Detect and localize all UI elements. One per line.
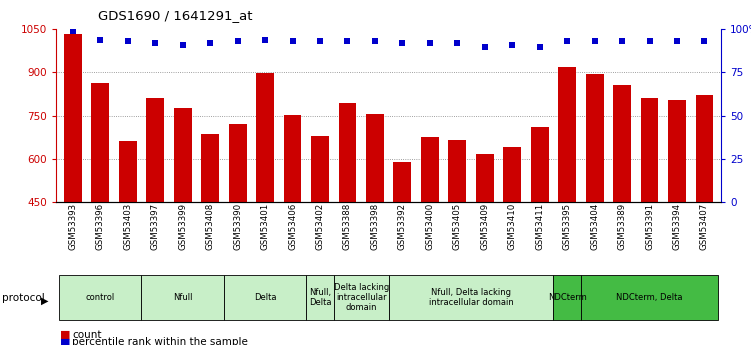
Text: GSM53407: GSM53407 <box>700 203 709 250</box>
Point <box>671 39 683 44</box>
Point <box>342 39 354 44</box>
Bar <box>333 275 388 320</box>
Bar <box>92 82 109 331</box>
Point <box>589 39 601 44</box>
Point <box>698 39 710 44</box>
Bar <box>339 103 357 331</box>
Text: GSM53409: GSM53409 <box>481 203 489 250</box>
Point <box>176 42 189 48</box>
Point <box>506 42 518 48</box>
Bar <box>228 124 246 331</box>
Text: GSM53406: GSM53406 <box>288 203 297 250</box>
Text: GSM53403: GSM53403 <box>123 203 132 250</box>
Text: control: control <box>86 293 115 302</box>
Point <box>397 40 409 46</box>
Bar <box>119 141 137 331</box>
Text: percentile rank within the sample: percentile rank within the sample <box>72 337 248 345</box>
Bar <box>448 140 466 331</box>
Bar <box>613 85 631 331</box>
Text: GSM53394: GSM53394 <box>672 203 681 250</box>
Text: GSM53404: GSM53404 <box>590 203 599 250</box>
Bar <box>695 96 713 331</box>
Point <box>478 44 490 49</box>
Text: GSM53398: GSM53398 <box>370 203 379 250</box>
Text: ▶: ▶ <box>41 296 49 306</box>
Text: GSM53392: GSM53392 <box>398 203 407 250</box>
Point <box>644 39 656 44</box>
Text: Delta lacking
intracellular
domain: Delta lacking intracellular domain <box>333 283 389 313</box>
Text: ■: ■ <box>60 330 71 339</box>
Bar <box>581 275 718 320</box>
Bar <box>503 147 521 331</box>
Bar <box>668 100 686 331</box>
Text: Delta: Delta <box>254 293 276 302</box>
Text: NDCterm: NDCterm <box>547 293 587 302</box>
Bar <box>553 275 581 320</box>
Bar <box>146 98 164 331</box>
Bar <box>201 134 219 331</box>
Point <box>204 40 216 46</box>
Text: GSM53399: GSM53399 <box>178 203 187 250</box>
Bar <box>173 108 192 331</box>
Bar <box>476 155 493 331</box>
Text: NDCterm, Delta: NDCterm, Delta <box>617 293 683 302</box>
Point <box>424 40 436 46</box>
Point <box>561 39 573 44</box>
Bar <box>141 275 224 320</box>
Bar <box>284 115 301 331</box>
Text: GSM53401: GSM53401 <box>261 203 270 250</box>
Text: Nfull,
Delta: Nfull, Delta <box>309 288 331 307</box>
Text: GSM53395: GSM53395 <box>562 203 572 250</box>
Bar <box>641 98 659 331</box>
Point <box>534 44 546 49</box>
Point <box>369 39 381 44</box>
Text: GSM53389: GSM53389 <box>617 203 626 250</box>
Bar <box>64 33 82 331</box>
Bar <box>366 114 384 331</box>
Text: GSM53408: GSM53408 <box>206 203 215 250</box>
Point <box>67 28 79 34</box>
Text: GSM53390: GSM53390 <box>233 203 242 250</box>
Text: Nfull: Nfull <box>173 293 192 302</box>
Text: GSM53402: GSM53402 <box>315 203 324 250</box>
Bar <box>558 67 576 331</box>
Point <box>287 39 299 44</box>
Point <box>314 39 326 44</box>
Bar <box>586 74 604 331</box>
Text: GDS1690 / 1641291_at: GDS1690 / 1641291_at <box>98 9 252 22</box>
Bar <box>389 275 553 320</box>
Text: count: count <box>72 330 101 339</box>
Point <box>95 37 107 42</box>
Bar <box>256 73 274 331</box>
Bar <box>421 137 439 331</box>
Bar <box>394 161 412 331</box>
Text: GSM53405: GSM53405 <box>453 203 462 250</box>
Text: GSM53393: GSM53393 <box>68 203 77 250</box>
Text: GSM53391: GSM53391 <box>645 203 654 250</box>
Text: GSM53397: GSM53397 <box>151 203 160 250</box>
Text: Nfull, Delta lacking
intracellular domain: Nfull, Delta lacking intracellular domai… <box>429 288 514 307</box>
Point <box>451 40 463 46</box>
Bar <box>311 136 329 331</box>
Point <box>259 37 271 42</box>
Text: ■: ■ <box>60 337 71 345</box>
Text: GSM53396: GSM53396 <box>96 203 105 250</box>
Point <box>616 39 628 44</box>
Text: GSM53410: GSM53410 <box>508 203 517 250</box>
Point <box>122 39 134 44</box>
Bar <box>306 275 333 320</box>
Text: GSM53400: GSM53400 <box>425 203 434 250</box>
Bar <box>531 127 549 331</box>
Text: GSM53411: GSM53411 <box>535 203 544 250</box>
Point <box>149 40 161 46</box>
Text: protocol: protocol <box>2 294 44 303</box>
Bar <box>224 275 306 320</box>
Bar <box>59 275 141 320</box>
Point <box>231 39 243 44</box>
Text: GSM53388: GSM53388 <box>343 203 352 250</box>
